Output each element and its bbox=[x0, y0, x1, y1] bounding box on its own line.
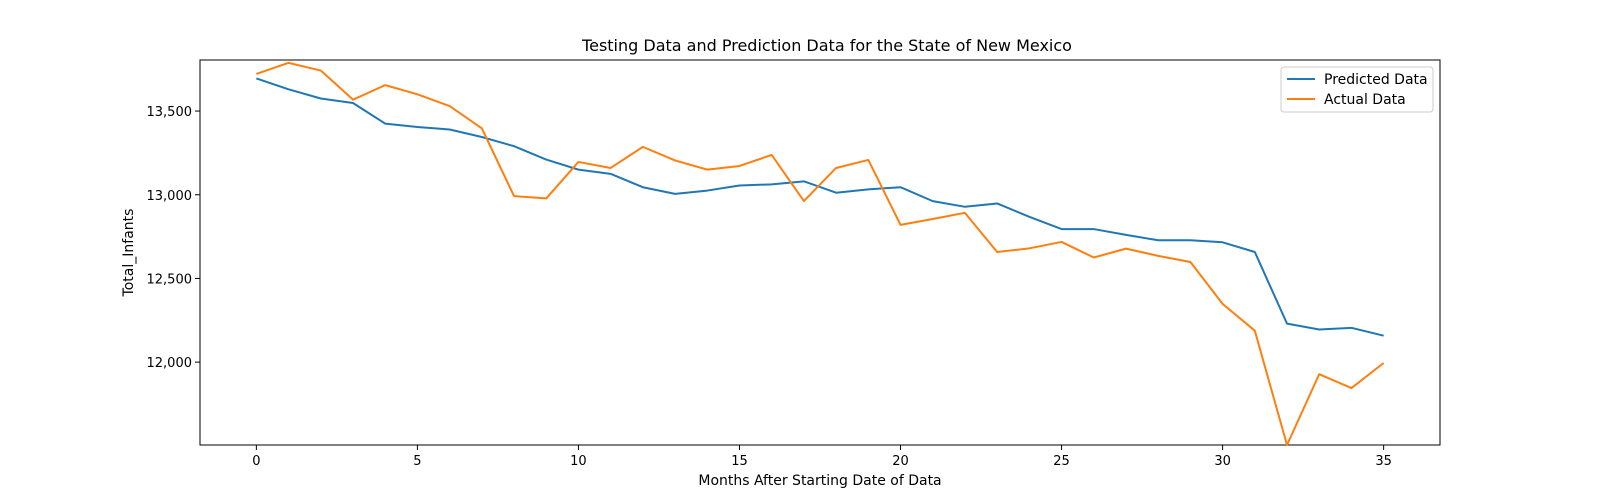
x-axis-ticks: 0 5 10 15 20 25 30 35 bbox=[252, 445, 1392, 469]
x-tick-label: 10 bbox=[570, 454, 587, 469]
chart-title: Testing Data and Prediction Data for the… bbox=[581, 36, 1072, 55]
legend-label-predicted-data: Predicted Data bbox=[1324, 72, 1428, 88]
x-tick-label: 30 bbox=[1214, 454, 1231, 469]
x-tick-label: 25 bbox=[1053, 454, 1070, 469]
series-line-predicted-data bbox=[256, 78, 1383, 335]
x-tick-label: 0 bbox=[252, 454, 260, 469]
y-tick-label: 12,500 bbox=[147, 272, 193, 287]
x-tick-label: 35 bbox=[1375, 454, 1392, 469]
y-tick-label: 13,500 bbox=[147, 105, 193, 120]
x-tick-label: 15 bbox=[731, 454, 748, 469]
y-axis-label: Total_Infants bbox=[121, 209, 137, 298]
y-tick-label: 12,000 bbox=[147, 356, 193, 371]
series-lines bbox=[256, 63, 1383, 445]
x-tick-label: 5 bbox=[413, 454, 421, 469]
y-axis-ticks: 12,000 12,500 13,000 13,500 bbox=[147, 105, 201, 371]
series-line-actual-data bbox=[256, 63, 1383, 445]
y-tick-label: 13,000 bbox=[147, 189, 193, 204]
legend-label-actual-data: Actual Data bbox=[1324, 92, 1406, 108]
legend: Predicted Data Actual Data bbox=[1281, 67, 1433, 112]
x-tick-label: 20 bbox=[892, 454, 909, 469]
x-axis-label: Months After Starting Date of Data bbox=[698, 473, 941, 489]
